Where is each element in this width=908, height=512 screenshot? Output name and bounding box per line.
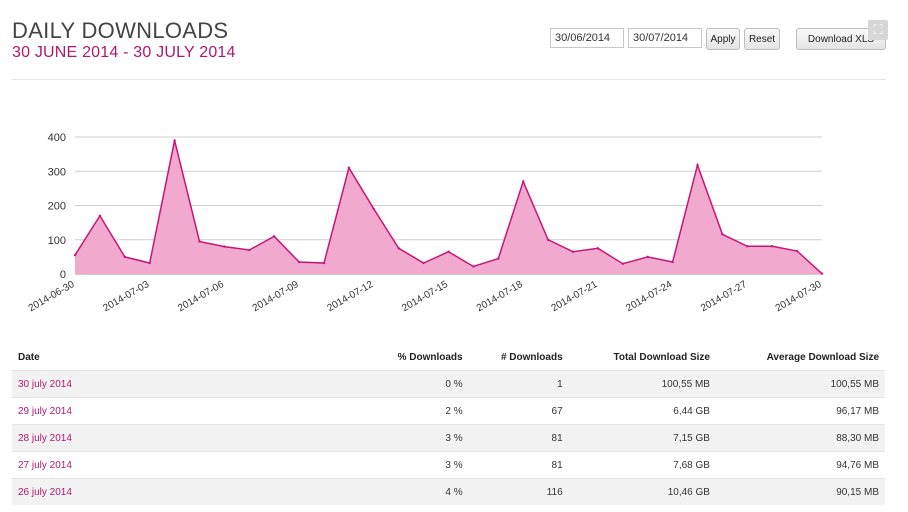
table-cell: 1	[468, 370, 569, 398]
data-point	[347, 166, 351, 170]
end-date-input[interactable]	[628, 28, 702, 48]
data-point	[721, 233, 724, 236]
date-link[interactable]: 26 july 2014	[12, 478, 364, 505]
date-link[interactable]: 27 july 2014	[12, 451, 364, 479]
x-tick-label: 2014-07-24	[624, 279, 674, 314]
table-row: 29 july 2014 2 % 67 6,44 GB 96,17 MB	[12, 397, 885, 425]
data-point	[148, 261, 151, 265]
table-row: 27 july 2014 3 % 81 7,68 GB 94,76 MB	[12, 451, 885, 479]
x-tick-label: 2014-07-12	[325, 279, 375, 314]
y-tick-label: 100	[48, 235, 66, 247]
column-header: % Downloads	[397, 351, 463, 363]
y-axis-ticks: 0 100 200 300 400	[48, 132, 66, 281]
data-point	[297, 260, 301, 264]
table-cell: 90,15 MB	[715, 478, 885, 505]
data-point	[771, 245, 774, 248]
data-point	[522, 180, 525, 183]
table-cell: 96,17 MB	[715, 397, 885, 425]
data-point	[372, 207, 375, 211]
x-tick-label: 2014-07-27	[699, 279, 749, 314]
data-point	[472, 265, 475, 268]
downloads-table: Date % Downloads # Downloads Total Download…	[12, 344, 885, 505]
x-tick-label: 2014-07-06	[176, 279, 226, 314]
table-cell: 100,55 MB	[568, 370, 716, 398]
chart-area-series	[73, 139, 824, 275]
table-cell: 7,68 GB	[568, 451, 716, 479]
date-link[interactable]: 29 july 2014	[12, 397, 364, 425]
data-point	[820, 272, 824, 275]
reset-button[interactable]: Reset	[744, 28, 780, 50]
column-header: Total Download Size	[613, 351, 710, 363]
page-title: DAILY DOWNLOADS	[12, 18, 229, 43]
x-tick-label: 2014-06-30	[27, 279, 77, 314]
date-link[interactable]: 28 july 2014	[12, 424, 364, 452]
data-point	[98, 214, 102, 217]
data-point	[397, 247, 400, 250]
table-row: 28 july 2014 3 % 81 7,15 GB 88,30 MB	[12, 424, 885, 452]
apply-button[interactable]: Apply	[706, 28, 740, 50]
table-row: 30 july 2014 0 % 1 100,55 MB 100,55 MB	[12, 370, 885, 398]
x-tick-label: 2014-07-30	[774, 279, 824, 314]
x-tick-label: 2014-07-09	[251, 279, 301, 314]
table-cell: 10,46 GB	[568, 478, 716, 505]
table-cell: 3 %	[364, 424, 469, 452]
data-point	[447, 250, 450, 253]
table-cell: 94,76 MB	[715, 451, 885, 479]
table-row: 26 july 2014 4 % 116 10,46 GB 90,15 MB	[12, 478, 885, 505]
data-point	[696, 163, 699, 167]
data-point	[596, 247, 600, 250]
data-point	[746, 245, 749, 248]
date-link[interactable]: 30 july 2014	[12, 370, 364, 398]
table-cell: 7,15 GB	[568, 424, 716, 452]
y-tick-label: 300	[48, 166, 66, 178]
data-point	[621, 262, 624, 265]
x-tick-label: 2014-07-21	[550, 279, 600, 314]
table-cell: 0 %	[364, 370, 469, 398]
table-cell: 81	[468, 451, 569, 479]
x-tick-label: 2014-07-18	[475, 279, 525, 314]
area-fill	[75, 140, 822, 274]
data-point	[198, 240, 201, 243]
data-point	[173, 139, 176, 142]
x-tick-label: 2014-07-15	[400, 279, 450, 314]
column-header: # Downloads	[500, 351, 563, 363]
table-body: 30 july 2014 0 % 1 100,55 MB 100,55 MB 29 jul…	[12, 370, 885, 505]
table-cell: 2 %	[364, 397, 469, 425]
expand-icon[interactable]: ⛶	[868, 20, 888, 40]
data-point	[322, 261, 326, 265]
column-header: Average Download Size	[766, 351, 879, 363]
table-cell: 3 %	[364, 451, 469, 479]
x-axis-ticks: 2014-06-30 2014-07-03 2014-07-06 2014-07-09…	[27, 279, 824, 314]
data-point	[795, 249, 799, 253]
date-range-subtitle: 30 JUNE 2014 - 30 JULY 2014	[12, 44, 236, 61]
y-tick-label: 0	[60, 269, 66, 281]
y-tick-label: 200	[48, 201, 66, 213]
table-cell: 100,55 MB	[715, 370, 885, 398]
data-point	[546, 238, 550, 241]
table-cell: 81	[468, 424, 569, 452]
data-point	[671, 260, 674, 264]
table-cell: 88,30 MB	[715, 424, 885, 452]
data-point	[223, 245, 226, 248]
data-point	[123, 255, 127, 259]
data-point	[422, 261, 425, 265]
table-cell: 6,44 GB	[568, 397, 716, 425]
data-point	[273, 235, 276, 238]
data-point	[73, 253, 77, 257]
y-tick-label: 400	[48, 132, 66, 144]
data-point	[497, 257, 500, 260]
data-point	[248, 248, 251, 252]
start-date-input[interactable]	[550, 28, 624, 48]
column-header: Date	[18, 351, 40, 363]
table-cell: 4 %	[364, 478, 469, 505]
x-tick-label: 2014-07-03	[101, 279, 151, 314]
data-point	[571, 250, 575, 253]
data-point	[646, 255, 649, 259]
table-cell: 116	[468, 478, 569, 505]
table-header-row: Date % Downloads # Downloads Total Download…	[12, 344, 885, 371]
table-cell: 67	[468, 397, 569, 425]
header-divider	[12, 79, 886, 80]
